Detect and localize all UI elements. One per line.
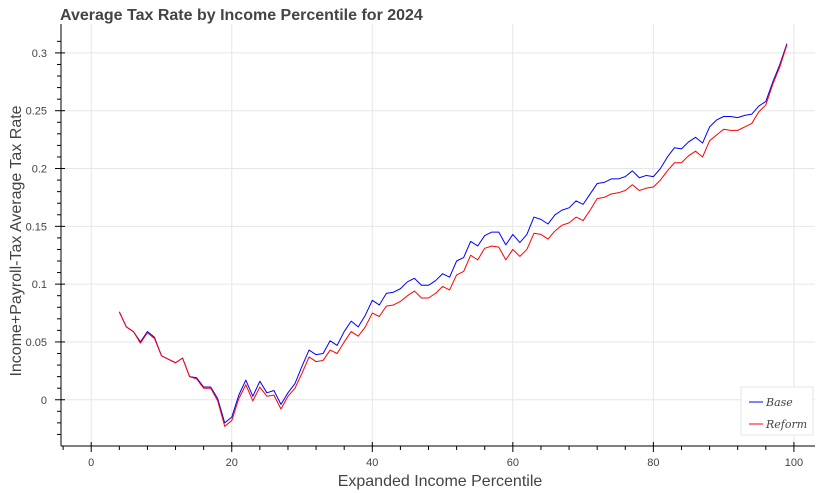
y-tick-label: 0.2 (32, 164, 47, 176)
series-line-reform (118, 44, 788, 427)
x-axis-label: Expanded Income Percentile (338, 473, 543, 490)
chart-title: Average Tax Rate by Income Percentile fo… (60, 7, 423, 24)
y-axis-label: Income+Payroll-Tax Average Tax Rate (8, 105, 25, 376)
x-tick-label: 100 (785, 457, 803, 469)
x-tick-label: 0 (88, 457, 94, 469)
x-tick-label: 60 (507, 457, 519, 469)
x-tick-label: 20 (226, 457, 238, 469)
legend: Base Reform (740, 386, 814, 436)
y-tick-label: 0.15 (26, 221, 47, 233)
legend-box (740, 386, 814, 436)
y-tick-label: 0.1 (32, 279, 47, 291)
y-tick-label: 0 (41, 395, 47, 407)
series-lines (118, 43, 788, 427)
legend-label-reform: Reform (765, 418, 807, 431)
x-axis-ticks: 0 20 40 60 80 100 (62, 442, 803, 469)
grid-lines (61, 24, 815, 446)
legend-label-base: Base (765, 396, 793, 409)
y-axis-ticks: 0 0.05 0.1 0.15 0.2 0.25 0.3 (26, 40, 65, 435)
x-tick-label: 80 (647, 457, 659, 469)
y-tick-label: 0.25 (26, 106, 47, 118)
y-tick-label: 0.3 (32, 48, 47, 60)
series-line-base (118, 43, 788, 424)
x-tick-label: 40 (366, 457, 378, 469)
y-tick-label: 0.05 (26, 337, 47, 349)
